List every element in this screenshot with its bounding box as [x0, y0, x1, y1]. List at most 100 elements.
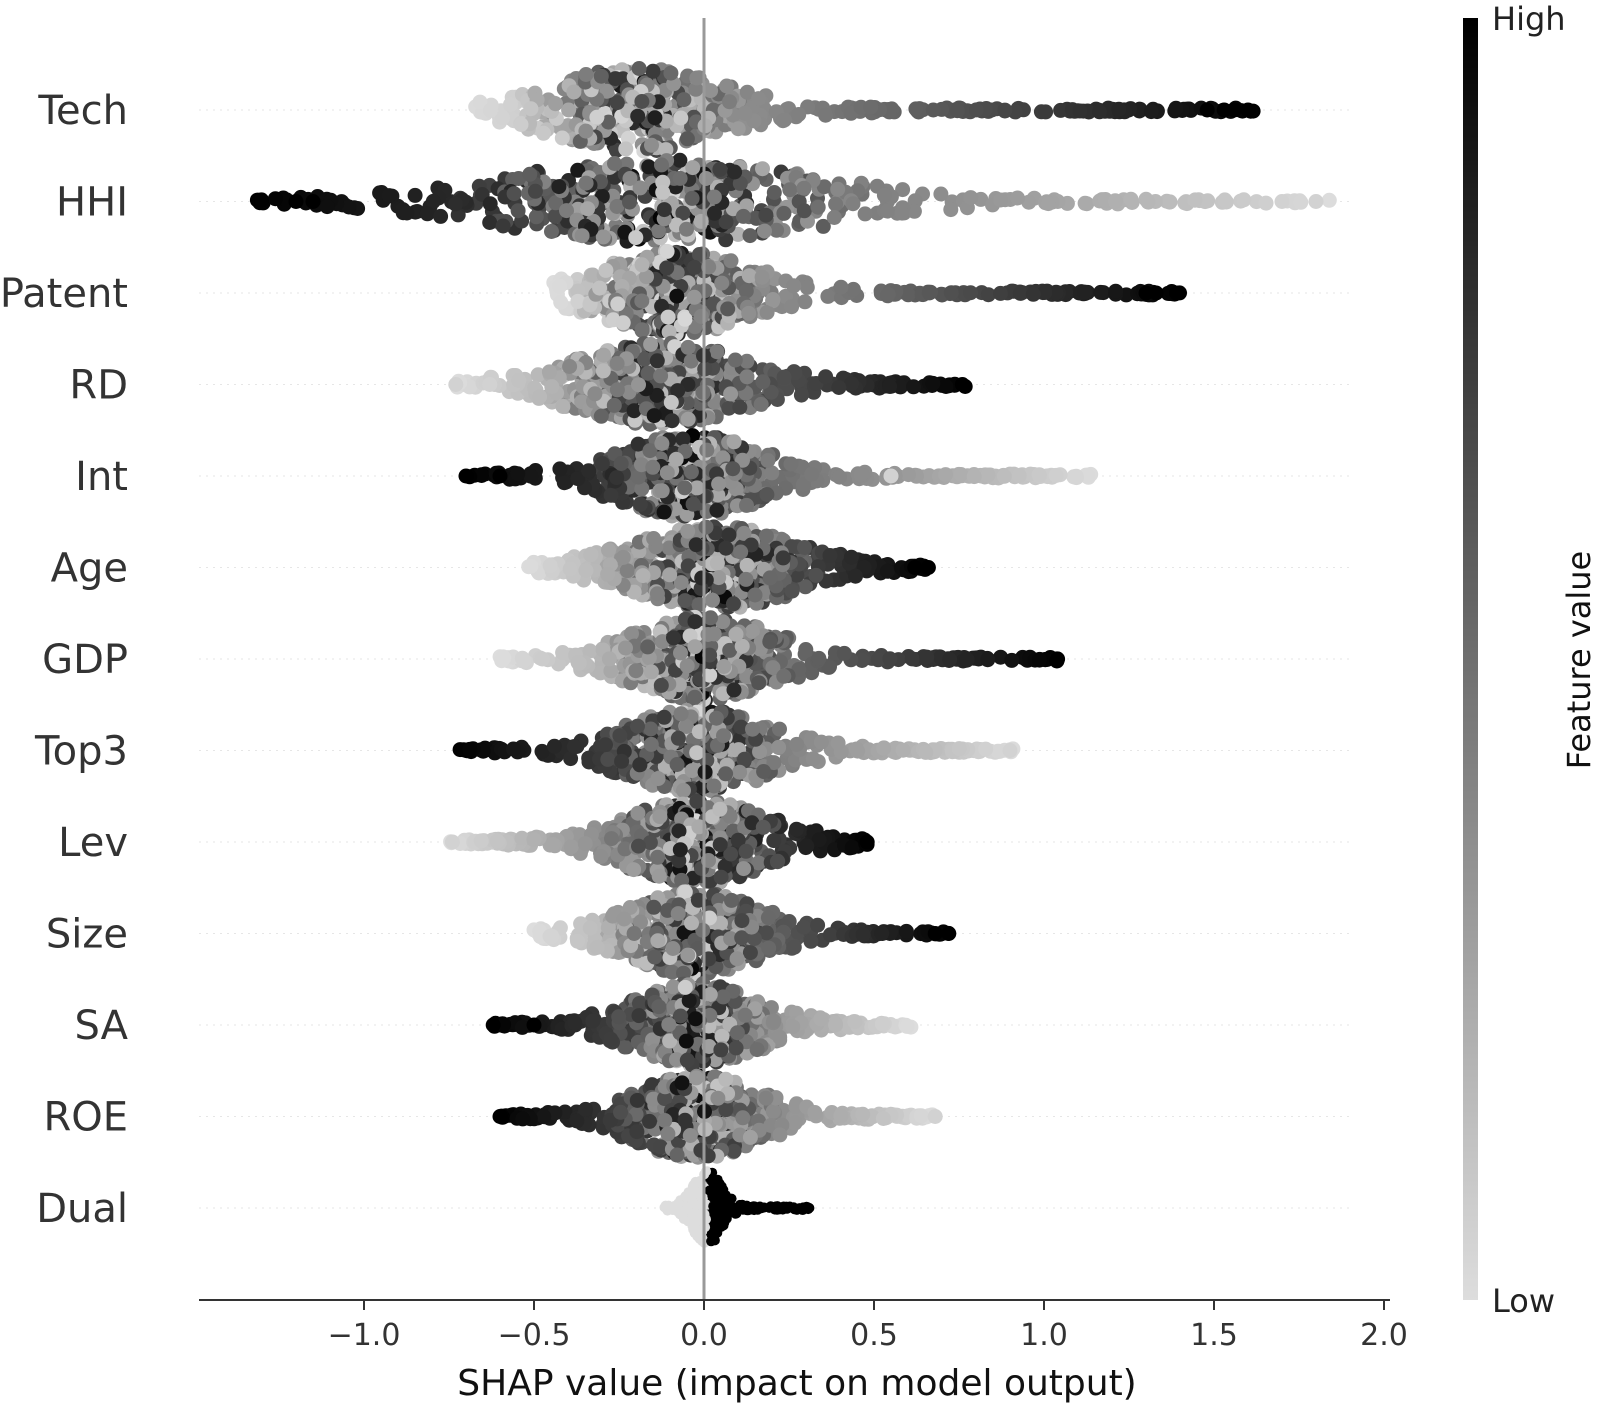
- shap-point: [880, 286, 896, 302]
- shap-point: [1077, 284, 1093, 300]
- shap-point: [791, 107, 807, 122]
- shap-point: [757, 223, 772, 239]
- shap-point: [845, 196, 861, 212]
- shap-point: [718, 540, 734, 556]
- shap-point: [649, 586, 665, 602]
- shap-point: [755, 374, 771, 390]
- shap-point: [495, 649, 511, 665]
- shap-point: [925, 102, 941, 118]
- shap-point: [562, 561, 578, 577]
- shap-point: [659, 243, 675, 259]
- shap-point: [980, 287, 996, 303]
- shap-point: [784, 583, 800, 599]
- shap-point: [555, 399, 571, 414]
- feature-row-tech: [468, 61, 1261, 159]
- shap-outlier-point: [920, 560, 936, 575]
- shap-outlier-point: [1169, 285, 1185, 301]
- shap-point: [711, 476, 727, 492]
- shap-point: [570, 655, 586, 670]
- shap-point: [705, 592, 720, 608]
- shap-point: [407, 187, 423, 203]
- shap-point: [728, 626, 744, 642]
- shap-point: [644, 137, 659, 153]
- shap-point: [675, 205, 691, 221]
- shap-point: [732, 764, 748, 780]
- shap-point: [759, 304, 775, 320]
- shap-point: [610, 296, 626, 312]
- shap-point: [545, 837, 561, 852]
- shap-point: [626, 862, 642, 878]
- shap-point: [739, 369, 755, 385]
- shap-point: [980, 652, 996, 668]
- shap-point: [448, 196, 463, 212]
- shap-point: [694, 570, 710, 586]
- shap-point: [726, 682, 742, 698]
- shap-point: [882, 378, 898, 394]
- shap-point: [830, 735, 846, 751]
- shap-point: [523, 558, 539, 574]
- shap-point: [853, 467, 869, 483]
- shap-point: [643, 736, 659, 752]
- feature-row-size: [526, 884, 957, 983]
- shap-point: [755, 161, 770, 177]
- shap-point: [699, 442, 715, 458]
- shap-point: [725, 461, 741, 477]
- shap-point: [592, 280, 608, 296]
- shap-point: [679, 131, 695, 147]
- shap-point: [770, 853, 786, 869]
- shap-point: [714, 275, 730, 291]
- shap-point: [818, 107, 834, 123]
- feature-row-top3: [452, 702, 1021, 800]
- shap-point: [742, 228, 758, 244]
- shap-point: [656, 709, 672, 725]
- shap-outlier-point: [1148, 285, 1164, 301]
- shap-point: [663, 65, 679, 81]
- shap-point: [552, 278, 568, 294]
- shap-point: [1069, 470, 1084, 486]
- shap-point: [1258, 195, 1274, 211]
- shap-point: [708, 710, 724, 726]
- shap-point: [654, 483, 670, 499]
- shap-outlier-point: [482, 377, 498, 392]
- shap-point: [652, 809, 668, 825]
- shap-point: [578, 123, 594, 139]
- shap-point: [723, 253, 739, 269]
- shap-point: [738, 843, 754, 859]
- shap-point: [680, 339, 696, 355]
- shap-point: [643, 664, 659, 680]
- shap-point: [603, 487, 619, 503]
- shap-point: [593, 68, 609, 84]
- shap-point: [726, 434, 742, 450]
- shap-point: [685, 496, 701, 512]
- shap-point: [943, 285, 959, 301]
- shap-point: [789, 736, 805, 752]
- shap-point: [769, 222, 785, 238]
- shap-point: [630, 718, 645, 734]
- shap-point: [904, 651, 920, 667]
- shap-point: [737, 105, 753, 121]
- shap-point: [1025, 286, 1041, 302]
- shap-point: [523, 101, 539, 117]
- shap-point: [906, 203, 922, 219]
- shap-point: [612, 728, 628, 744]
- shap-point: [532, 389, 548, 405]
- shap-point: [559, 203, 574, 219]
- feature-row-patent: [546, 243, 1187, 342]
- shap-point: [811, 650, 827, 666]
- shap-point: [718, 766, 734, 782]
- shap-point: [615, 315, 631, 331]
- shap-point: [676, 92, 692, 108]
- shap-point: [816, 179, 832, 195]
- shap-point: [381, 188, 397, 204]
- shap-point: [658, 142, 674, 158]
- shap-outlier-point: [492, 468, 508, 484]
- shap-point: [551, 179, 567, 195]
- shap-point: [737, 751, 752, 767]
- shap-point: [513, 117, 529, 132]
- shap-point: [685, 160, 701, 176]
- shap-point: [677, 593, 693, 609]
- shap-point: [595, 363, 611, 379]
- shap-point: [1140, 194, 1156, 210]
- shap-point: [473, 833, 489, 849]
- shap-point: [894, 205, 910, 221]
